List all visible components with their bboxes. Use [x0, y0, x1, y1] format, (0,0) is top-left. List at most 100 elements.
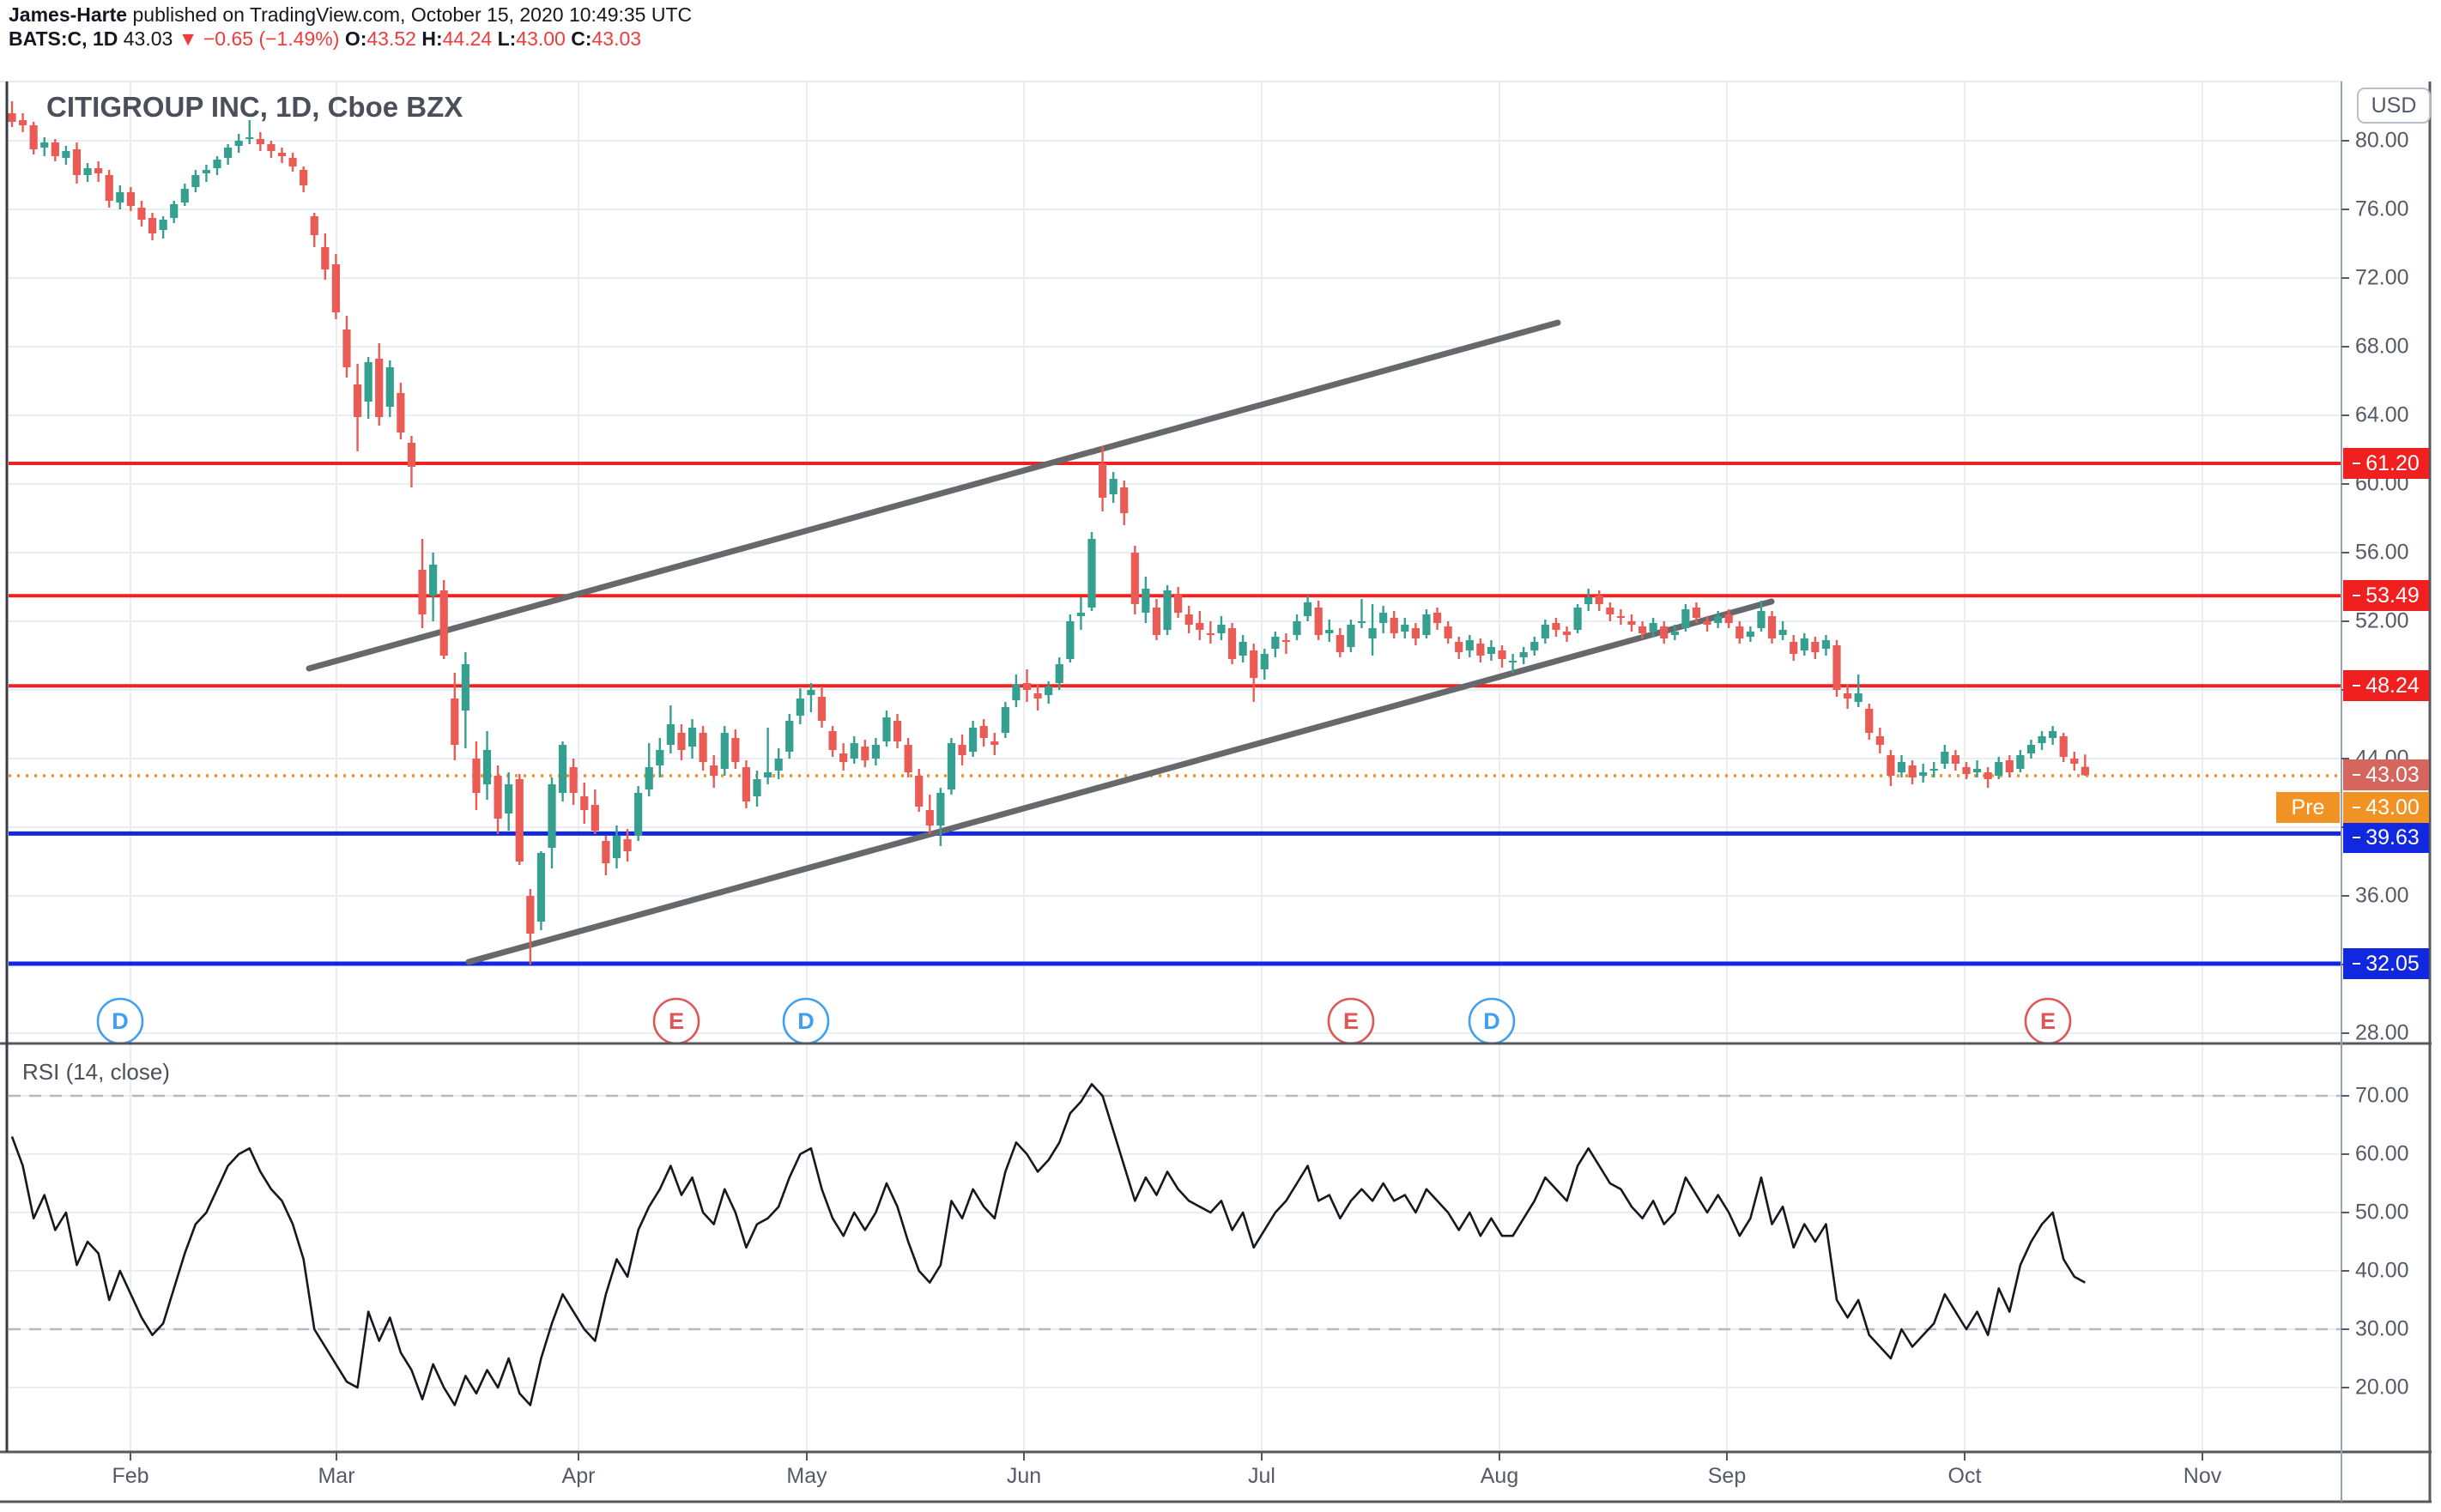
candle[interactable]: [515, 779, 524, 862]
candle[interactable]: [1142, 589, 1150, 613]
candle[interactable]: [1832, 645, 1841, 690]
candle[interactable]: [1357, 621, 1366, 623]
candle[interactable]: [687, 728, 697, 747]
candle[interactable]: [1984, 772, 1992, 779]
candle[interactable]: [1444, 626, 1452, 638]
candle[interactable]: [1724, 614, 1733, 623]
candle[interactable]: [482, 750, 492, 784]
candle[interactable]: [180, 189, 189, 203]
candle[interactable]: [1552, 623, 1560, 630]
candle[interactable]: [904, 745, 912, 772]
candle[interactable]: [1260, 654, 1269, 669]
candle[interactable]: [1130, 553, 1139, 604]
candle[interactable]: [1314, 608, 1323, 635]
rsi-line[interactable]: [10, 1083, 2086, 1406]
candle[interactable]: [148, 218, 157, 233]
candle[interactable]: [634, 793, 643, 836]
candle[interactable]: [1120, 487, 1129, 513]
candle[interactable]: [753, 779, 761, 796]
candle[interactable]: [1757, 611, 1766, 628]
candle[interactable]: [1595, 596, 1603, 604]
time-axis-month-label[interactable]: Apr: [561, 1464, 596, 1488]
time-axis-month-label[interactable]: Aug: [1480, 1464, 1519, 1488]
candle[interactable]: [494, 776, 502, 819]
candle[interactable]: [461, 664, 469, 711]
candle[interactable]: [1714, 616, 1723, 623]
candle[interactable]: [1087, 539, 1096, 608]
candle[interactable]: [375, 359, 384, 417]
candle[interactable]: [1368, 628, 1377, 638]
candle[interactable]: [1411, 628, 1420, 638]
candle[interactable]: [882, 717, 891, 741]
candle[interactable]: [1498, 650, 1506, 659]
candle[interactable]: [1854, 693, 1863, 702]
candle[interactable]: [397, 393, 405, 432]
candle[interactable]: [1703, 621, 1711, 625]
candle[interactable]: [666, 724, 675, 745]
candle[interactable]: [1281, 640, 1291, 642]
candle[interactable]: [720, 733, 729, 769]
candle[interactable]: [418, 570, 427, 614]
candle[interactable]: [1821, 640, 1831, 649]
candle[interactable]: [1293, 621, 1301, 635]
candle[interactable]: [1390, 618, 1398, 633]
time-axis-month-label[interactable]: Feb: [112, 1464, 149, 1488]
candle[interactable]: [1033, 693, 1042, 699]
candle[interactable]: [300, 170, 308, 185]
candle[interactable]: [8, 113, 16, 122]
candle[interactable]: [1196, 623, 1204, 630]
candle[interactable]: [342, 330, 351, 367]
candle[interactable]: [1401, 625, 1409, 632]
candle[interactable]: [505, 784, 513, 813]
candle[interactable]: [548, 784, 556, 848]
candle[interactable]: [472, 759, 481, 793]
candle[interactable]: [785, 721, 794, 752]
candle[interactable]: [159, 220, 167, 230]
candle[interactable]: [224, 148, 233, 158]
candle[interactable]: [1055, 664, 1063, 683]
rsi-indicator-label[interactable]: RSI (14, close): [22, 1059, 170, 1085]
candle[interactable]: [526, 896, 535, 934]
candle[interactable]: [1800, 638, 1808, 650]
candle[interactable]: [915, 776, 924, 807]
candle[interactable]: [969, 728, 978, 752]
candle[interactable]: [1972, 769, 1982, 772]
candle[interactable]: [569, 767, 578, 793]
candle[interactable]: [1432, 613, 1442, 623]
candle[interactable]: [936, 793, 945, 826]
candle[interactable]: [850, 743, 858, 759]
candle[interactable]: [2081, 766, 2089, 776]
candle[interactable]: [2070, 759, 2079, 764]
candle[interactable]: [1746, 632, 1754, 637]
candle[interactable]: [1422, 614, 1431, 635]
candle[interactable]: [40, 142, 49, 148]
candle[interactable]: [1271, 637, 1280, 649]
candle[interactable]: [1012, 685, 1021, 700]
candle[interactable]: [1811, 642, 1820, 652]
candle[interactable]: [105, 175, 113, 201]
candle[interactable]: [861, 747, 869, 760]
candle[interactable]: [202, 170, 211, 173]
candle[interactable]: [828, 731, 837, 750]
candle[interactable]: [1562, 632, 1572, 635]
candle[interactable]: [1616, 616, 1626, 618]
time-axis-month-label[interactable]: Oct: [1947, 1464, 1982, 1488]
candle[interactable]: [1897, 762, 1906, 772]
candle[interactable]: [1455, 642, 1463, 652]
candle[interactable]: [1336, 635, 1344, 652]
candle[interactable]: [321, 247, 330, 269]
trendline-2[interactable]: [465, 598, 1775, 965]
candle[interactable]: [429, 565, 438, 596]
candle[interactable]: [1692, 608, 1701, 618]
candle[interactable]: [364, 362, 373, 402]
symbol-name[interactable]: BATS:C, 1D: [9, 27, 118, 50]
candle[interactable]: [1227, 628, 1237, 659]
candle[interactable]: [1001, 707, 1009, 733]
candle[interactable]: [958, 745, 966, 755]
candle[interactable]: [137, 208, 146, 220]
candle[interactable]: [2038, 736, 2046, 743]
candle[interactable]: [925, 810, 934, 826]
chart-legend-title[interactable]: CITIGROUP INC, 1D, Cboe BZX: [46, 91, 463, 123]
time-axis-month-label[interactable]: May: [786, 1464, 827, 1488]
